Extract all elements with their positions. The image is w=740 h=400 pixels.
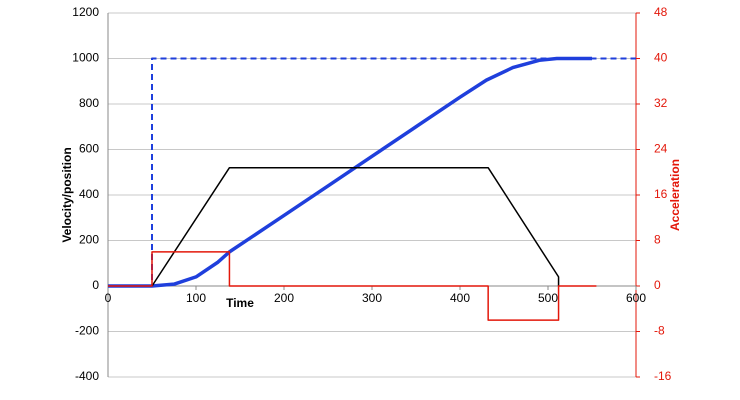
x-axis-label: Time <box>226 296 254 310</box>
y2-tick-label: 32 <box>654 96 668 110</box>
y2-tick-label: 40 <box>654 51 668 65</box>
y-tick-label: 800 <box>79 96 99 110</box>
y-tick-label: 200 <box>79 233 99 247</box>
y2-tick-label: 16 <box>654 187 668 201</box>
x-tick-label: 300 <box>362 291 382 305</box>
y2-tick-label: -16 <box>654 369 672 383</box>
y2-tick-label: 0 <box>654 278 661 292</box>
x-tick-label: 400 <box>450 291 470 305</box>
y2-tick-label: 24 <box>654 142 668 156</box>
y-axis-label: Velocity/position <box>60 147 74 242</box>
y-tick-label: 1000 <box>72 51 99 65</box>
x-tick-label: 500 <box>538 291 558 305</box>
series-line <box>108 251 597 321</box>
x-tick-label: 600 <box>626 291 646 305</box>
y2-tick-label: 48 <box>654 5 668 19</box>
y-tick-label: 400 <box>79 187 99 201</box>
x-tick-label: 200 <box>274 291 294 305</box>
y-tick-label: 0 <box>92 278 99 292</box>
y-tick-label: 600 <box>79 142 99 156</box>
series-line <box>151 166 560 287</box>
y-tick-label: 1200 <box>72 5 99 19</box>
y2-axis-label: Acceleration <box>668 159 682 231</box>
y2-tick-label: 8 <box>654 233 661 247</box>
series-line <box>108 56 592 288</box>
x-tick-label: 0 <box>105 291 112 305</box>
y2-tick-label: -8 <box>654 324 665 338</box>
y-tick-label: -400 <box>75 369 99 383</box>
x-tick-label: 100 <box>186 291 206 305</box>
y-tick-label: -200 <box>75 324 99 338</box>
